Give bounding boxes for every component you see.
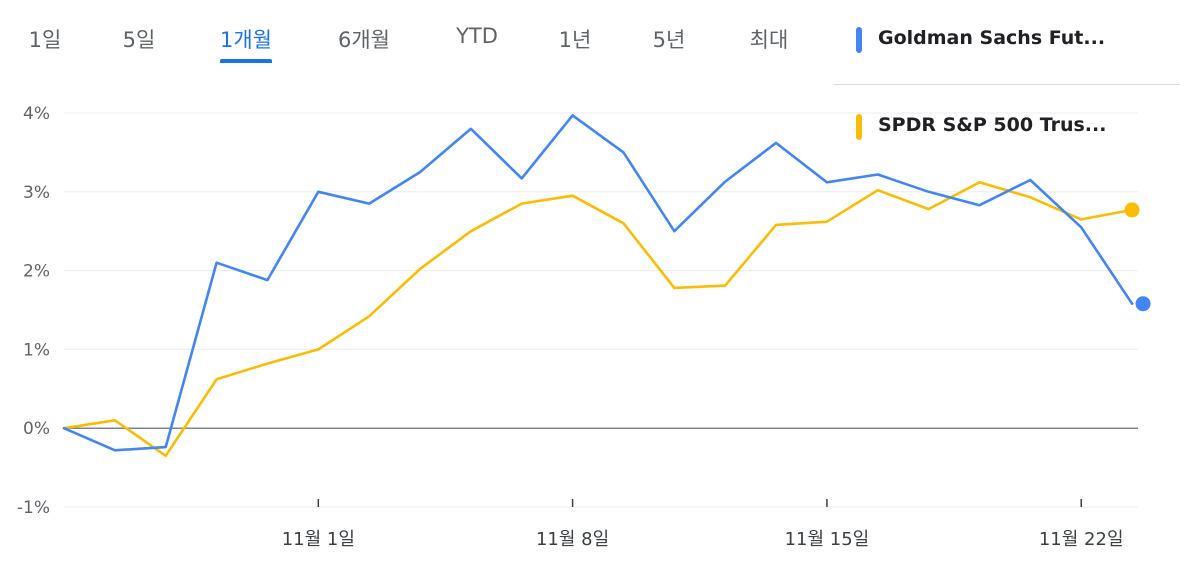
tab-max[interactable]: 최대 (749, 28, 789, 52)
x-axis-ticks: 11월 1일 11월 8일 11월 15일 11월 22일 (282, 499, 1124, 550)
tab-1m[interactable]: 1개월 (219, 24, 273, 63)
x-tick-label: 11월 1일 (282, 529, 355, 550)
x-tick-label: 11월 22일 (1039, 529, 1124, 550)
x-tick-label: 11월 15일 (785, 529, 870, 550)
active-tab-indicator (219, 59, 273, 63)
tab-5y[interactable]: 5년 (652, 28, 686, 52)
y-tick-label: 3% (23, 183, 50, 203)
series-lines (62, 114, 1151, 458)
series-endpoint-goldman (1135, 296, 1151, 312)
series-line-spdr (62, 181, 1134, 458)
tab-1y[interactable]: 1년 (558, 28, 592, 52)
legend-label-goldman: Goldman Sachs Fut... (878, 27, 1106, 49)
series-endpoint-spdr (1124, 202, 1140, 218)
y-tick-label: -1% (17, 498, 50, 518)
chart-legend: Goldman Sachs Fut... SPDR S&P 500 Trus..… (834, 0, 1180, 169)
legend-item-spdr[interactable]: SPDR S&P 500 Trus... (834, 85, 1180, 169)
series-line-goldman (62, 114, 1134, 452)
tab-ytd[interactable]: YTD (456, 24, 498, 48)
legend-label-spdr: SPDR S&P 500 Trus... (878, 114, 1107, 136)
legend-swatch-goldman (856, 27, 862, 53)
x-tick-label: 11월 8일 (536, 529, 609, 550)
tab-6m[interactable]: 6개월 (337, 28, 391, 52)
tab-5d[interactable]: 5일 (122, 28, 156, 52)
y-tick-label: 4% (23, 104, 50, 124)
legend-item-goldman[interactable]: Goldman Sachs Fut... (834, 0, 1180, 85)
grid-lines (64, 112, 1138, 508)
y-tick-label: 2% (23, 262, 50, 282)
y-tick-label: 1% (23, 340, 50, 360)
legend-swatch-spdr (856, 114, 862, 140)
tab-1d[interactable]: 1일 (28, 28, 62, 52)
y-tick-label: 0% (23, 419, 50, 439)
time-range-tabs: 1일 5일 1개월 6개월 YTD 1년 5년 최대 (0, 0, 830, 70)
y-axis-ticks: 4% 3% 2% 1% 0% -1% (17, 104, 50, 518)
